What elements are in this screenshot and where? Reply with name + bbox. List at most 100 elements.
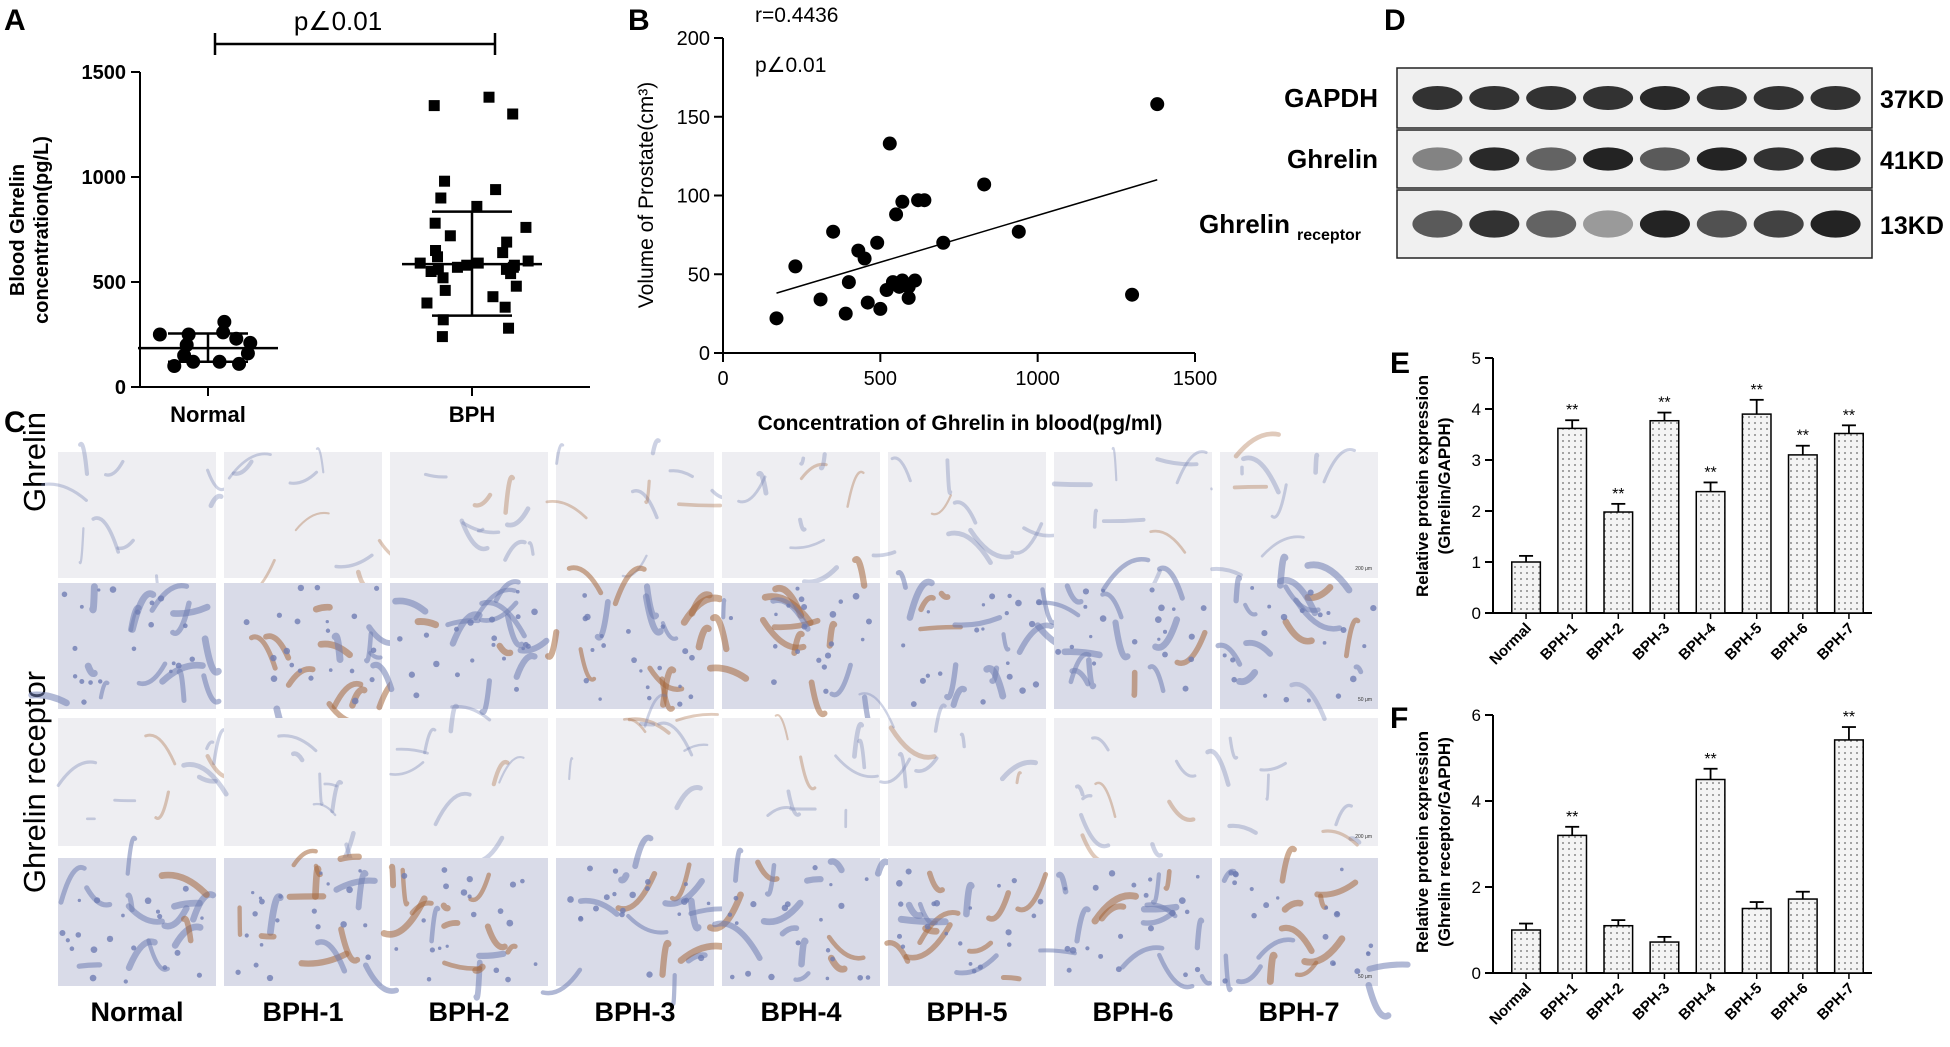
- chart-b-point: [813, 292, 828, 307]
- ihc-nucleus: [1019, 687, 1026, 694]
- ihc-tissue-strand: [76, 962, 103, 969]
- ihc-nucleus: [1222, 978, 1228, 984]
- ihc-tissue-strand: [201, 673, 222, 705]
- chart-b-point: [936, 235, 951, 250]
- chart-b-point: [838, 306, 853, 321]
- ihc-tissue-strand: [1000, 974, 1022, 982]
- ihc-nucleus: [1083, 604, 1088, 609]
- ihc-nucleus: [828, 641, 835, 647]
- ihc-nucleus: [506, 919, 514, 927]
- ihc-tissue-strand: [1149, 529, 1187, 554]
- chart-e-xtick-label: BPH-1: [1537, 620, 1581, 664]
- ihc-tissue-strand: [1001, 632, 1011, 652]
- ihc-nucleus: [706, 901, 711, 906]
- chart-f-bar: [1511, 929, 1542, 974]
- ihc-tile-background: [58, 583, 216, 709]
- ihc-nucleus: [325, 619, 329, 624]
- ihc-nucleus: [251, 890, 255, 895]
- ihc-tile-ghrelin-low: [390, 452, 548, 578]
- ihc-nucleus: [328, 668, 333, 672]
- chart-f-xtick-label: Normal: [1486, 980, 1535, 1029]
- ihc-tissue-strand: [513, 652, 538, 680]
- chart-b-point: [873, 301, 888, 316]
- chart-a-point-bph: [421, 297, 433, 309]
- ihc-tissue-strand: [545, 500, 588, 520]
- chart-b-point: [788, 259, 803, 274]
- ihc-tissue-strand: [1334, 803, 1353, 827]
- blot-band: [1583, 86, 1634, 110]
- ihc-column-label: BPH-3: [594, 997, 675, 1027]
- ihc-nucleus: [1178, 897, 1186, 904]
- ihc-tissue-strand: [364, 631, 374, 664]
- ihc-nucleus: [933, 900, 941, 907]
- ihc-nucleus: [349, 668, 355, 674]
- chart-a-ylabel-line-1: Blood Ghrelin: [7, 164, 29, 296]
- ihc-nucleus: [157, 913, 163, 919]
- ihc-tissue-strand: [917, 909, 961, 946]
- ihc-nucleus: [1005, 661, 1010, 666]
- ihc-nucleus: [326, 882, 330, 886]
- ihc-nucleus: [678, 684, 682, 689]
- ihc-tile-background: [224, 452, 382, 578]
- chart-b-annotation-p: p∠0.01: [755, 54, 826, 77]
- ihc-tissue-strand: [315, 447, 325, 474]
- ihc-tissue-strand: [56, 760, 98, 788]
- ihc-nucleus: [598, 697, 602, 701]
- ihc-nucleus: [97, 588, 101, 592]
- ihc-tissue-strand: [227, 452, 272, 480]
- ihc-tissue-strand: [78, 527, 85, 565]
- ihc-tile-background: [888, 452, 1046, 578]
- ihc-tissue-strand: [496, 642, 514, 657]
- ihc-tissue-strand: [594, 599, 611, 641]
- ihc-tissue-strand: [459, 518, 490, 552]
- ihc-nucleus: [795, 940, 801, 946]
- ihc-tissue-strand: [779, 925, 800, 937]
- ihc-tissue-strand: [1233, 575, 1243, 604]
- ihc-tissue-strand: [642, 593, 664, 636]
- chart-a-point-bph: [522, 255, 534, 267]
- ihc-tissue-strand: [231, 459, 254, 476]
- ihc-tile-background: [58, 452, 216, 578]
- ihc-nucleus: [1339, 867, 1344, 872]
- ihc-tissue-strand: [158, 871, 210, 898]
- ihc-tissue-strand: [906, 578, 935, 621]
- ihc-nucleus: [1101, 588, 1105, 593]
- ihc-nucleus: [968, 962, 973, 966]
- ihc-tile-background: [888, 718, 1046, 846]
- ihc-tissue-strand: [1278, 924, 1315, 954]
- chart-b-ytick-label: 200: [677, 28, 710, 50]
- ihc-column-label: BPH-1: [262, 997, 343, 1027]
- ihc-tissue-strand: [505, 943, 518, 955]
- ihc-tissue-strand: [712, 920, 763, 962]
- ihc-nucleus: [645, 685, 650, 690]
- chart-a-errorbar-annotation: [213, 33, 497, 55]
- ihc-tissue-strand: [1092, 508, 1099, 529]
- chart-e-bar: [1787, 454, 1818, 614]
- ihc-nucleus: [1182, 685, 1189, 692]
- ihc-column-label: BPH-2: [428, 997, 509, 1027]
- chart-a-point-bph: [439, 284, 451, 296]
- ihc-tile-ghrelin-high: [370, 579, 550, 716]
- ihc-nucleus: [1031, 913, 1037, 919]
- ihc-tile-receptor-high: [224, 848, 399, 994]
- ihc-nucleus: [79, 604, 84, 609]
- ihc-nucleus: [645, 879, 651, 885]
- ihc-nucleus: [1037, 898, 1044, 905]
- ihc-scale-bar-label: 50 μm: [1358, 974, 1372, 980]
- ihc-tissue-strand: [798, 517, 807, 532]
- ihc-nucleus: [294, 618, 301, 625]
- ihc-tissue-strand: [423, 472, 448, 479]
- ihc-tile-background: [722, 718, 880, 846]
- blot-band: [1696, 86, 1747, 110]
- ihc-tissue-strand: [852, 556, 868, 589]
- ihc-tile-ghrelin-high: 50 μm: [1215, 553, 1378, 709]
- chart-a-ytick-label: 1000: [82, 167, 127, 189]
- chart-f-bar: [1833, 739, 1864, 974]
- ihc-tissue-strand: [380, 895, 428, 938]
- ihc-nucleus: [829, 882, 833, 887]
- ihc-tissue-strand: [1094, 781, 1117, 818]
- ihc-tissue-strand: [793, 971, 811, 982]
- ihc-tissue-strand: [577, 897, 620, 917]
- ihc-tissue-strand: [503, 474, 516, 515]
- ihc-tissue-strand: [368, 650, 383, 660]
